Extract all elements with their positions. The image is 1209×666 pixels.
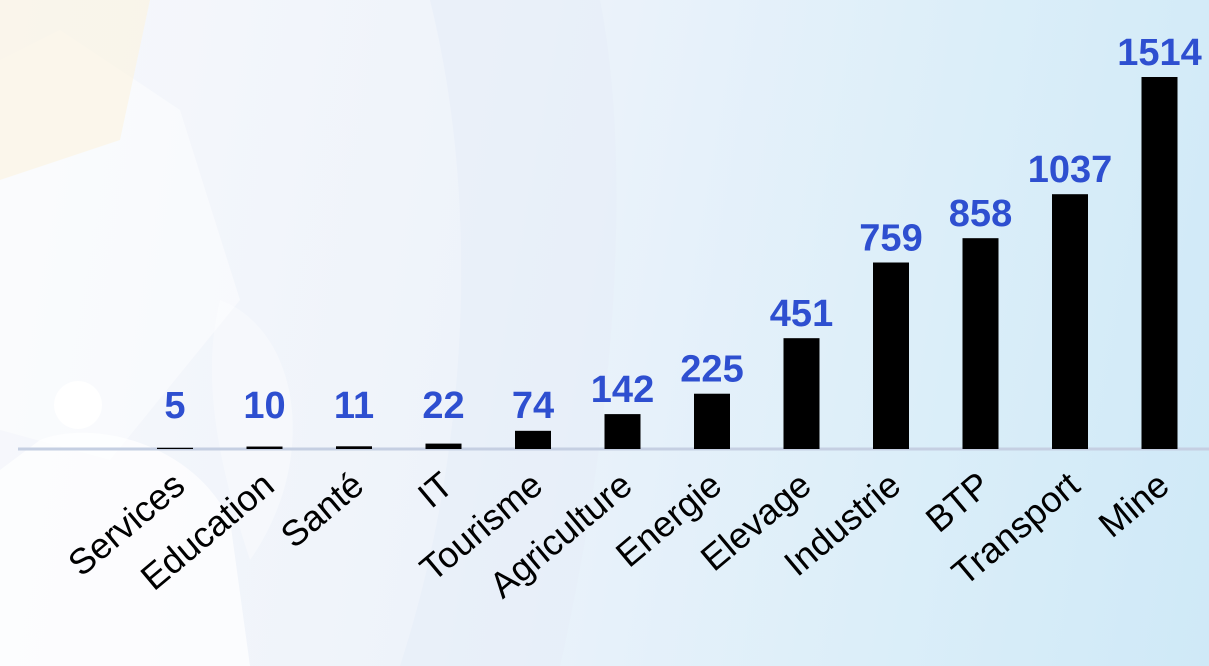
bars-group [157, 77, 1178, 449]
bar-industrie [873, 262, 909, 449]
data-label-transport: 1037 [1028, 149, 1113, 191]
data-label-industrie: 759 [859, 218, 922, 260]
background-arrow-shape-yellow [0, 0, 150, 180]
background-person-head [54, 381, 102, 429]
bar-mine [1141, 77, 1178, 449]
data-label-btp: 858 [949, 193, 1012, 235]
data-label-agriculture: 142 [591, 369, 654, 411]
bar-agriculture [604, 414, 641, 449]
data-label-it: 22 [422, 385, 464, 427]
bar-education [246, 446, 283, 449]
tick-label-it: IT [410, 464, 461, 516]
tick-label-mine: Mine [1091, 464, 1177, 546]
bar-services [157, 447, 193, 449]
bar-tourisme [515, 430, 551, 449]
data-label-energie: 225 [680, 349, 743, 391]
bar-elevage [783, 338, 820, 449]
bar-transport [1052, 194, 1088, 449]
background-person-body [0, 432, 250, 666]
data-label-education: 10 [243, 385, 285, 427]
bar-btp [962, 238, 999, 449]
bar-sante [336, 446, 372, 449]
background-curve-shape [400, 0, 617, 666]
tick-label-sante: Santé [273, 464, 371, 556]
background-leaf-shape [211, 300, 293, 560]
data-label-services: 5 [164, 385, 185, 427]
data-label-elevage: 451 [770, 293, 833, 335]
data-labels-group: 5 10 11 22 74 142 225 451 759 858 1037 1514 [164, 32, 1201, 427]
bar-energie [694, 393, 730, 449]
data-label-sante: 11 [334, 385, 374, 427]
data-label-mine: 1514 [1117, 32, 1202, 74]
bar-it [425, 443, 462, 449]
data-label-tourisme: 74 [512, 385, 554, 427]
